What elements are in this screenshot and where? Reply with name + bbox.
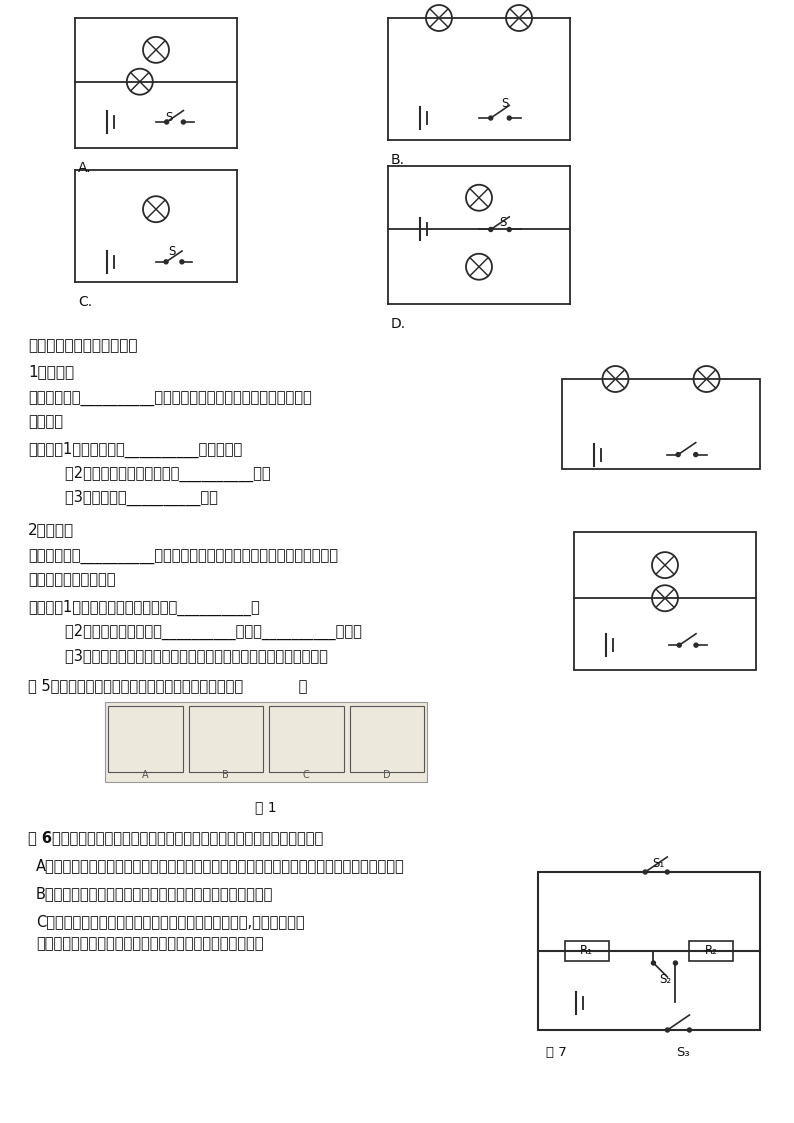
Circle shape <box>677 643 681 647</box>
Text: 电路中）: 电路中） <box>28 414 63 429</box>
Text: 1、串联：: 1、串联： <box>28 364 74 378</box>
Text: 特点：（1）电路中的电流路径至少有__________，: 特点：（1）电路中的电流路径至少有__________， <box>28 600 260 617</box>
Bar <box>574 532 756 670</box>
Text: S: S <box>499 217 507 229</box>
Text: A.: A. <box>78 161 91 175</box>
Circle shape <box>694 643 698 647</box>
Bar <box>105 702 427 782</box>
Text: C: C <box>303 770 310 780</box>
Bar <box>565 941 609 961</box>
Text: A．厨房中的抽油烟机里装有照明灯和电动机，它们既能同时工作又能单独工作，它们是并联的: A．厨房中的抽油烟机里装有照明灯和电动机，它们既能同时工作又能单独工作，它们是并… <box>36 858 405 873</box>
Text: 例 5：下面图中，四个电路图两个灯泡组成并联的是（            ）: 例 5：下面图中，四个电路图两个灯泡组成并联的是（ ） <box>28 678 307 693</box>
Text: S: S <box>165 111 172 124</box>
Bar <box>538 871 760 1030</box>
Circle shape <box>181 120 185 124</box>
Text: （四）电路的两种连接方式: （四）电路的两种连接方式 <box>28 338 137 353</box>
Bar <box>689 941 733 961</box>
Text: A: A <box>142 770 148 780</box>
Text: C.: C. <box>78 295 92 309</box>
Circle shape <box>694 453 698 457</box>
Text: 2、并联：: 2、并联： <box>28 522 74 537</box>
Text: （2）一处段开所有用电器都__________工作: （2）一处段开所有用电器都__________工作 <box>28 466 271 482</box>
Text: D.: D. <box>391 317 406 331</box>
Text: B．马路两旁的路灯，晚上同时亮早晨同时灭，它们是串联的: B．马路两旁的路灯，晚上同时亮早晨同时灭，它们是串联的 <box>36 886 273 901</box>
Text: B.: B. <box>391 153 405 167</box>
Text: 特点：（1）电路中只有__________电流路径，: 特点：（1）电路中只有__________电流路径， <box>28 442 242 458</box>
Text: D: D <box>383 770 391 780</box>
Circle shape <box>676 453 680 457</box>
Circle shape <box>489 228 493 231</box>
Text: C．楼道中的电灯是由声控开关和光控开关共同控制的,只有在天暗并: C．楼道中的电灯是由声控开关和光控开关共同控制的,只有在天暗并 <box>36 914 305 929</box>
Text: S₁: S₁ <box>652 857 664 870</box>
Circle shape <box>665 1028 669 1032</box>
Text: 例 6：同学对身边的一些电路进行观察分析后作出的判断，其中不正确的是: 例 6：同学对身边的一些电路进行观察分析后作出的判断，其中不正确的是 <box>28 830 323 844</box>
Circle shape <box>180 259 184 264</box>
Text: 例 7: 例 7 <box>546 1046 567 1059</box>
Text: （3）干路的开关控制整个电路，支路的开关只控制该支路的用电器: （3）干路的开关控制整个电路，支路的开关只控制该支路的用电器 <box>28 648 328 663</box>
Text: S₂: S₂ <box>660 973 672 986</box>
Text: S: S <box>501 98 508 110</box>
Text: 定义：把元件__________连接起来的电路（或把元件依次相联接到: 定义：把元件__________连接起来的电路（或把元件依次相联接到 <box>28 392 312 407</box>
Text: S: S <box>168 245 176 258</box>
Text: R₁: R₁ <box>580 944 593 958</box>
Text: 起，然后接到电路中）: 起，然后接到电路中） <box>28 572 115 587</box>
Bar <box>269 706 344 772</box>
Bar <box>349 706 424 772</box>
Circle shape <box>164 120 168 124</box>
Circle shape <box>673 961 677 965</box>
Bar <box>188 706 263 772</box>
Circle shape <box>651 961 655 965</box>
Bar <box>562 378 760 469</box>
Circle shape <box>507 116 511 120</box>
Text: R₂: R₂ <box>705 944 718 958</box>
Circle shape <box>489 116 493 120</box>
Text: （3）开关控制__________电路: （3）开关控制__________电路 <box>28 490 218 506</box>
Circle shape <box>643 870 647 874</box>
Text: 且有声音时才能亮，所以声控开关、光控开关及灯是串联的: 且有声音时才能亮，所以声控开关、光控开关及灯是串联的 <box>36 935 264 951</box>
Circle shape <box>507 228 511 231</box>
Text: （2）各支路中的用电器__________工作，__________影响。: （2）各支路中的用电器__________工作，__________影响。 <box>28 624 362 640</box>
Circle shape <box>665 870 669 874</box>
Text: S₃: S₃ <box>676 1046 689 1059</box>
Circle shape <box>164 259 168 264</box>
Bar <box>108 706 183 772</box>
Text: 定义：把元件__________的连接起来的电路（或把用电器两端分别连在一: 定义：把元件__________的连接起来的电路（或把用电器两端分别连在一 <box>28 550 338 565</box>
Circle shape <box>688 1028 692 1032</box>
Text: B: B <box>222 770 229 780</box>
Text: 例 1: 例 1 <box>255 800 277 814</box>
